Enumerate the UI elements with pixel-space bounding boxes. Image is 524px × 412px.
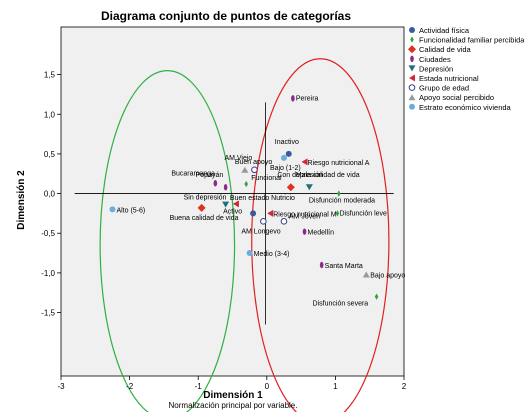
point-inactivo [285, 150, 292, 157]
legend-marker-depresion [408, 65, 416, 72]
point-am-longevo [260, 218, 267, 225]
legend-marker-estada-nutricional [409, 74, 415, 82]
x-tick-label: -1 [195, 382, 203, 391]
y-tick-label: 1,5 [44, 71, 56, 80]
point-disfuncion-severa [374, 293, 379, 300]
legend-entry-apoyo-social-percibido: Apoyo social percibido [419, 93, 494, 102]
point-label-bajo-1-2: Bajo (1-2) [270, 165, 301, 172]
y-axis-title: Dimensión 2 [16, 170, 27, 230]
y-tick-label: 0,0 [44, 190, 56, 199]
legend-marker-apoyo-social-percibido [408, 94, 416, 101]
point-riesgo-nutricional-m [267, 209, 274, 217]
legend-entry-estrato-economico-vivienda: Estrato económico vivienda [419, 103, 512, 112]
cluster-ellipse-1 [99, 70, 236, 412]
point-disfuncion-moderada [337, 190, 341, 197]
point-label-santa-marta: Santa Marta [325, 263, 363, 270]
point-bajo-1-2 [280, 154, 287, 161]
point-buena-calidad-de-vida [197, 203, 206, 212]
x-tick-label: 0 [265, 382, 270, 391]
legend-entry-calidad-de-vida: Calidad de vida [419, 45, 472, 54]
legend-marker-funcionalidad-familiar-percibida [410, 36, 414, 43]
point-label-buena-calidad-de-vida: Buena calidad de vida [170, 215, 239, 222]
point-label-con-depresion: Con depresión [277, 172, 323, 179]
legend-entry-estada-nutricional: Estada nutricional [419, 74, 479, 83]
chart-title: Diagrama conjunto de puntos de categoría… [101, 9, 351, 23]
legend-entry-depresion: Depresión [419, 64, 453, 73]
point-label-riesgo-nutricional-a: Riesgo nutricional A [308, 160, 370, 167]
point-label-buen-estado-nutricio: Buen estado Nutricio [230, 195, 295, 202]
point-funcional [244, 180, 249, 188]
point-label-medellin: Medellín [308, 230, 335, 237]
point-label-buen-apoyo: Buen apoyo [235, 159, 272, 166]
point-label-popayan: Popayán [196, 172, 224, 179]
point-label-activo: Activo [223, 208, 242, 215]
point-label-sin-depresion: Sin depresión [184, 195, 227, 202]
point-buen-estado-nutricio [232, 200, 239, 208]
ticks-layer: -3 -2 -1 0 1 2 1,5 1,0 0,5 0,0 -0,5 -1,0 -1,5 [41, 71, 407, 391]
point-alto-5-6 [109, 206, 116, 213]
legend-marker-estrato-economico-vivienda [409, 103, 415, 110]
y-tick-label: 0,5 [44, 150, 56, 159]
x-axis-title: Dimensión 1 [203, 390, 263, 401]
point-label-pereira: Pereira [296, 95, 319, 102]
point-label-disfuncion-moderada: Disfunción moderada [309, 198, 375, 205]
ellipses-layer [99, 58, 390, 412]
legend-entry-grupo-de-edad: Grupo de edad [419, 84, 469, 93]
legend-entry-actividad-fisica: Actividad física [419, 26, 470, 35]
point-label-alto-5-6: Alto (5-6) [116, 207, 145, 214]
point-label-inactivo: Inactivo [275, 139, 299, 146]
point-label-am-viejo: AM Viejo [224, 155, 252, 162]
point-bucaramanga [213, 180, 218, 187]
point-activo [250, 210, 257, 217]
x-tick-label: 1 [333, 382, 338, 391]
legend-marker-calidad-de-vida [408, 45, 416, 54]
point-pereira [291, 95, 295, 102]
point-riesgo-nutricional-a [301, 158, 308, 166]
point-label-disfuncion-leve: Disfunción leve [339, 210, 387, 217]
point-am-joven [280, 218, 288, 225]
point-label-medio-3-4: Medio (3-4) [254, 251, 290, 258]
point-disfuncion-leve [335, 210, 340, 217]
y-tick-label: -1,5 [41, 309, 55, 318]
point-sin-depresion [222, 201, 230, 208]
point-label-am-joven: AM Joven [289, 213, 320, 220]
point-con-depresion [305, 184, 313, 191]
chart-note: Normalización principal por variable. [169, 401, 298, 410]
point-label-bucaramanga: Bucaramanga [171, 170, 215, 177]
point-am-viejo [251, 166, 258, 174]
y-tick-label: -0,5 [41, 229, 55, 238]
point-label-bajo-apoyo: Bajo apoyo [370, 272, 405, 279]
point-santa-marta [319, 261, 324, 269]
legend-entry-funcionalidad-familiar-percibida: Funcionalidad familiar percibida [419, 36, 524, 45]
point-label-funcional: Funcional [251, 175, 282, 182]
point-medio-3-4 [246, 250, 253, 257]
x-tick-label: 2 [402, 382, 407, 391]
y-tick-label: -1,0 [41, 269, 55, 278]
point-medellin [302, 228, 307, 235]
points-layer: Inactivo Activo Funcional Disfunción modera… [109, 95, 405, 308]
legend-marker-actividad-fisica [409, 27, 415, 33]
point-label-riesgo-nutricional-m: Riesgo nutricional M [273, 211, 337, 218]
point-buen-apoyo [241, 166, 249, 173]
point-label-am-longevo: AM Longevo [241, 228, 280, 235]
point-mala-calidad-de-vida [286, 183, 295, 192]
legend-entry-ciudades: Ciudades [419, 55, 451, 64]
point-popayan [223, 184, 228, 191]
point-bajo-apoyo [362, 271, 370, 278]
legend-marker-ciudades [410, 55, 414, 62]
x-tick-label: -3 [57, 382, 65, 391]
point-label-mala-calidad-de-vida: Mala calidad de vida [296, 172, 360, 179]
y-tick-label: 1,0 [44, 110, 56, 119]
point-label-disfuncion-severa: Disfunción severa [313, 301, 369, 308]
x-tick-label: -2 [126, 382, 134, 391]
cluster-ellipse-2 [251, 58, 390, 412]
legend-marker-grupo-de-edad [408, 84, 416, 91]
